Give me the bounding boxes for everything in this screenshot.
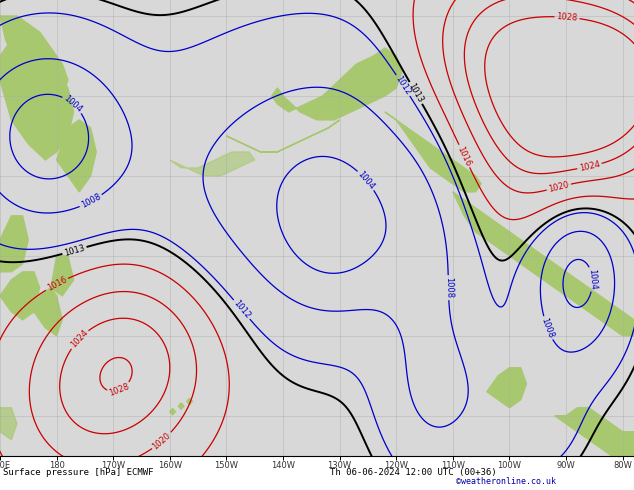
Text: ©weatheronline.co.uk: ©weatheronline.co.uk: [456, 477, 557, 486]
Polygon shape: [187, 398, 193, 405]
Polygon shape: [0, 32, 74, 160]
Text: Th 06-06-2024 12:00 UTC (00+36): Th 06-06-2024 12:00 UTC (00+36): [330, 468, 496, 477]
Text: 1012: 1012: [394, 74, 413, 97]
Polygon shape: [555, 408, 634, 456]
Text: 1024: 1024: [68, 328, 89, 350]
Text: 1008: 1008: [540, 317, 555, 340]
Text: 1016: 1016: [45, 275, 68, 293]
Polygon shape: [178, 403, 184, 409]
Text: 1004: 1004: [356, 170, 377, 191]
Text: 1013: 1013: [406, 81, 425, 104]
Text: 1016: 1016: [456, 145, 473, 168]
Polygon shape: [0, 272, 39, 320]
Polygon shape: [453, 192, 634, 336]
Text: 1012: 1012: [231, 298, 252, 320]
Text: 1008: 1008: [444, 277, 453, 298]
Polygon shape: [0, 16, 68, 104]
Polygon shape: [272, 48, 402, 120]
Text: 1004: 1004: [62, 94, 84, 114]
Polygon shape: [51, 256, 74, 296]
Text: 1020: 1020: [548, 180, 570, 194]
Polygon shape: [170, 409, 176, 415]
Polygon shape: [0, 216, 29, 272]
Text: Surface pressure [hPa] ECMWF: Surface pressure [hPa] ECMWF: [3, 468, 153, 477]
Text: 1028: 1028: [108, 382, 131, 398]
Text: 1028: 1028: [556, 12, 578, 23]
Polygon shape: [170, 152, 255, 176]
Polygon shape: [226, 120, 340, 152]
Text: 1008: 1008: [80, 192, 103, 210]
Polygon shape: [56, 120, 96, 192]
Text: 1013: 1013: [63, 243, 86, 258]
Polygon shape: [487, 368, 526, 408]
Polygon shape: [385, 112, 481, 192]
Polygon shape: [34, 288, 62, 336]
Text: 1004: 1004: [587, 269, 598, 290]
Polygon shape: [0, 408, 17, 440]
Text: 1020: 1020: [151, 431, 172, 451]
Text: 1024: 1024: [578, 160, 601, 173]
